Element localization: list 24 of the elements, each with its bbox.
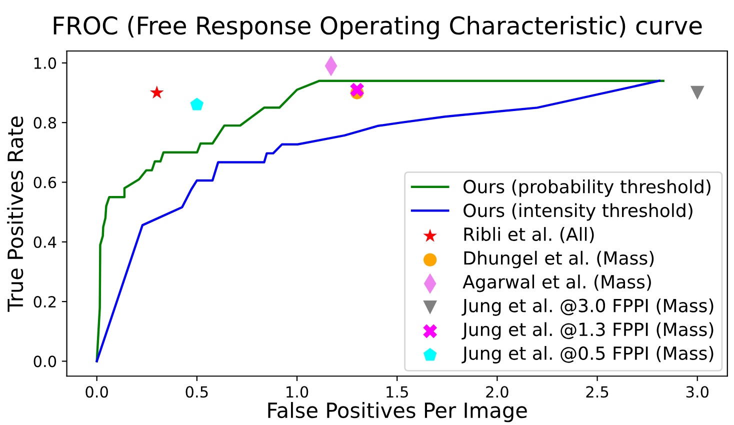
x-tick-label: 3.0 <box>686 386 708 398</box>
y-tick-label: 0.6 <box>34 176 56 188</box>
legend-label: Jung et al. @0.5 FPPI (Mass) <box>462 346 714 364</box>
x-tick-label: 0.0 <box>86 386 108 398</box>
chart-title: FROC (Free Response Operating Characteristic) curve <box>54 16 702 40</box>
x-tick-label: 1.5 <box>386 386 408 398</box>
y-tick-label: 0.8 <box>34 117 56 129</box>
y-tick-label: 0.2 <box>34 296 56 308</box>
legend-label: Jung et al. @1.3 FPPI (Mass) <box>462 322 714 340</box>
y-tick-label: 1.0 <box>34 57 56 69</box>
legend-label: Agarwal et al. (Mass) <box>462 274 651 292</box>
legend-label: Dhungel et al. (Mass) <box>464 250 654 268</box>
x-tick-label: 2.5 <box>586 386 608 398</box>
y-tick-label: 0.0 <box>34 356 56 368</box>
x-tick-label: 0.5 <box>186 386 208 398</box>
legend-label: Ribli et al. (All) <box>464 227 594 244</box>
y-tick-label: 0.4 <box>34 236 56 248</box>
legend-label: Ours (intensity threshold) <box>464 203 692 221</box>
x-tick-label: 2.0 <box>486 386 508 398</box>
y-axis-title: True Positives Rate <box>7 116 24 312</box>
legend-label: Ours (probability threshold) <box>464 179 710 197</box>
x-tick-label: 1.0 <box>286 386 308 398</box>
x-axis-title: False Positives Per Image <box>268 402 527 422</box>
legend-label: Jung et al. @3.0 FPPI (Mass) <box>462 298 714 316</box>
